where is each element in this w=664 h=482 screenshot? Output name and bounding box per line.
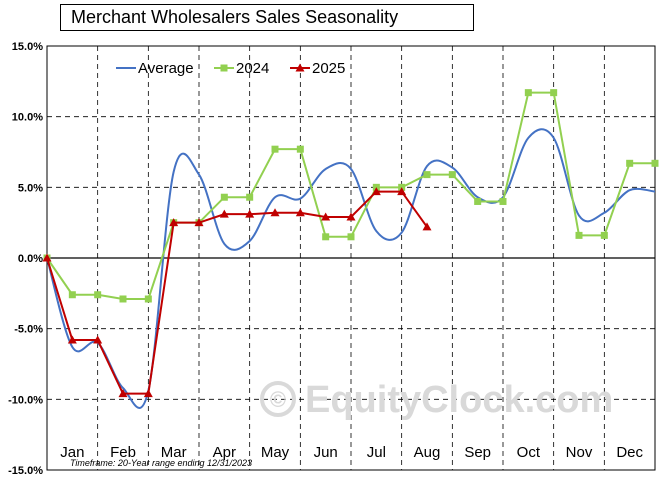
data-point-2024 (423, 171, 431, 179)
x-tick-label-oct: Oct (517, 444, 541, 461)
data-point-2025 (397, 187, 407, 196)
data-point-2024 (296, 145, 304, 153)
legend-label-2025: 2025 (312, 60, 345, 77)
watermark-text: EquityClock.com (305, 379, 613, 421)
x-tick-label-aug: Aug (414, 444, 441, 461)
data-point-2024 (68, 291, 76, 299)
data-point-2025 (321, 212, 331, 221)
data-point-2025 (67, 335, 77, 344)
data-point-2024 (524, 89, 532, 97)
x-tick-label-jun: Jun (314, 444, 338, 461)
series-line-2025 (46, 190, 428, 395)
x-tick-label-may: May (261, 444, 290, 461)
data-point-2025 (169, 218, 179, 227)
month-dividers (97, 46, 605, 470)
data-point-2024 (626, 159, 634, 167)
x-tick-label-feb: Feb (110, 444, 136, 461)
data-point-2025 (118, 389, 128, 398)
y-tick-label: 15.0% (12, 41, 43, 53)
data-point-2025 (346, 212, 356, 221)
data-point-2025 (93, 335, 103, 344)
data-point-2024 (271, 145, 279, 153)
legend-marker-2024 (220, 64, 228, 72)
watermark-logo: © (260, 381, 296, 417)
data-point-2024 (220, 193, 228, 201)
data-point-2025 (219, 209, 229, 218)
y-tick-label: 5.0% (18, 182, 43, 194)
legend: Average 2024 2025 (116, 60, 345, 77)
legend-label-average: Average (138, 60, 194, 77)
data-point-2024 (119, 295, 127, 303)
data-point-2025 (422, 222, 432, 231)
y-tick-label: -5.0% (14, 324, 43, 336)
x-tick-label-sep: Sep (464, 444, 491, 461)
series-layer (42, 89, 659, 409)
x-tick-label-jul: Jul (367, 444, 386, 461)
data-point-2024 (347, 233, 355, 241)
x-tick-label-dec: Dec (616, 444, 643, 461)
legend-label-2024: 2024 (236, 60, 269, 77)
data-point-2024 (651, 159, 659, 167)
data-point-2024 (474, 197, 482, 205)
x-tick-label-mar: Mar (161, 444, 187, 461)
data-point-2025 (270, 208, 280, 217)
x-tick-label-nov: Nov (566, 444, 593, 461)
data-point-2025 (371, 187, 381, 196)
data-point-2025 (194, 218, 204, 227)
y-tick-label: 0.0% (18, 253, 43, 265)
y-tick-label: 10.0% (12, 112, 43, 124)
series-line-2024 (46, 91, 655, 300)
x-tick-label-jan: Jan (60, 444, 84, 461)
data-point-2025 (295, 208, 305, 217)
data-point-2024 (94, 291, 102, 299)
data-point-2024 (499, 197, 507, 205)
data-point-2024 (575, 231, 583, 239)
x-axis-ticks: Jan Feb Mar Apr May Jun Jul Aug Sep Oct Nov Dec (60, 444, 643, 461)
y-tick-label: -10.0% (8, 394, 43, 406)
svg-text:©: © (270, 387, 286, 412)
chart-title: Merchant Wholesalers Sales Seasonality (60, 4, 474, 31)
y-axis-ticks: 15.0% 10.0% 5.0% 0.0% -5.0% -10.0% -15.0% (8, 41, 43, 477)
legend-marker-2025 (295, 63, 305, 72)
data-point-2024 (246, 193, 254, 201)
x-tick-label-apr: Apr (213, 444, 236, 461)
series-line-average (46, 128, 656, 409)
data-point-2024 (144, 295, 152, 303)
footnote: Timeframe: 20-Year range ending 12/31/20… (70, 458, 252, 468)
data-point-2024 (322, 233, 330, 241)
data-point-2024 (600, 231, 608, 239)
data-point-2025 (245, 209, 255, 218)
data-point-2025 (143, 389, 153, 398)
y-tick-label: -15.0% (8, 465, 43, 477)
data-point-2025 (42, 253, 52, 262)
data-point-2024 (448, 171, 456, 179)
data-point-2024 (550, 89, 558, 97)
